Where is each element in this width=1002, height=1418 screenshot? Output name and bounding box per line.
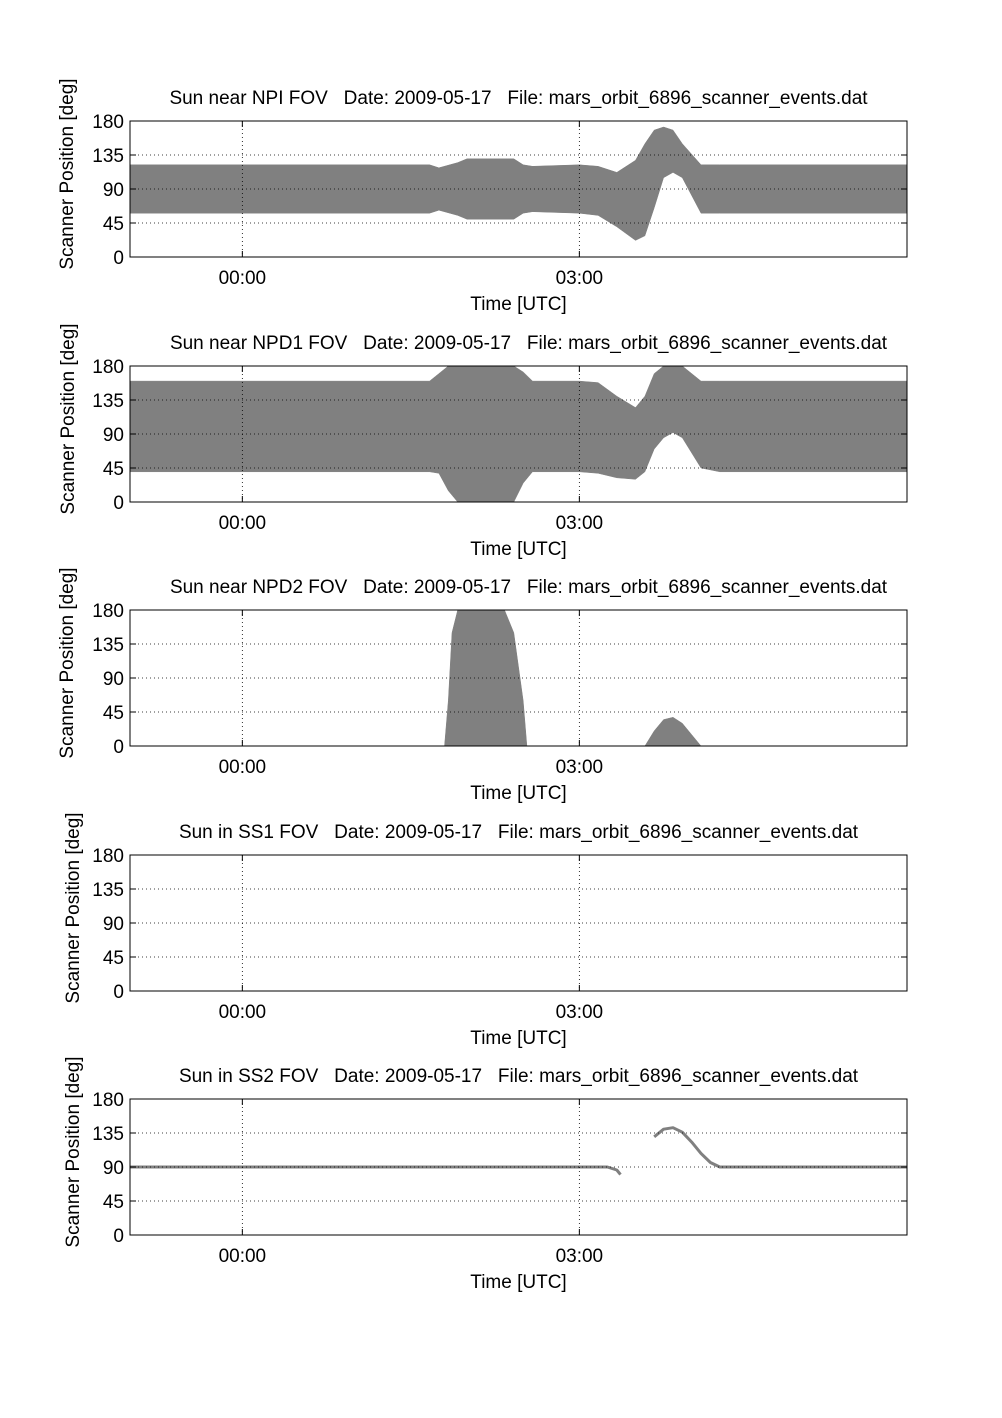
series-line [130,1165,622,1176]
x-tick-label: 00:00 [219,1002,267,1023]
y-tick-label: 45 [103,703,124,724]
chart-title: Sun near NPD2 FOV Date: 2009-05-17 File:… [170,577,888,598]
y-tick-label: 135 [92,635,124,656]
x-tick-label: 03:00 [556,513,604,534]
chart-title: Sun in SS1 FOV Date: 2009-05-17 File: ma… [179,822,859,843]
x-tick-label: 00:00 [219,1246,267,1267]
chart-panel: 0 45 90 135 180 00:00 03:00 Time [UTC] Scanner P… [57,567,908,804]
chart-panel: 0 45 90 135 180 00:00 03:00 Time [UTC] Scanner P… [63,1056,908,1293]
x-axis-label: Time [UTC] [470,539,566,560]
series-line [653,1126,907,1169]
y-axis-label: Scanner Position [deg] [63,1056,84,1247]
y-tick-label: 90 [103,425,124,446]
x-axis-label: Time [UTC] [470,1028,566,1049]
y-tick-label: 45 [103,1192,124,1213]
chart-title: Sun near NPI FOV Date: 2009-05-17 File: … [169,88,868,109]
y-tick-label: 0 [113,248,124,269]
y-axis-label: Scanner Position [deg] [63,812,84,1003]
x-tick-label: 03:00 [556,757,604,778]
y-tick-label: 45 [103,948,124,969]
y-tick-label: 135 [92,391,124,412]
y-tick-label: 45 [103,214,124,235]
x-axis-label: Time [UTC] [470,1272,566,1293]
chart-panel: 0 45 90 135 180 00:00 03:00 Time [UTC] Scanner P… [57,78,908,315]
y-tick-label: 135 [92,1124,124,1145]
y-tick-label: 0 [113,493,124,514]
chart-title: Sun near NPD1 FOV Date: 2009-05-17 File:… [170,333,888,354]
x-tick-label: 00:00 [219,268,267,289]
y-tick-label: 180 [92,112,124,133]
y-tick-label: 180 [92,601,124,622]
y-tick-label: 180 [92,1090,124,1111]
x-tick-label: 00:00 [219,757,267,778]
y-tick-label: 90 [103,180,124,201]
y-tick-label: 0 [113,737,124,758]
y-tick-label: 45 [103,459,124,480]
y-tick-label: 135 [92,146,124,167]
x-tick-label: 03:00 [556,1002,604,1023]
x-axis-label: Time [UTC] [470,294,566,315]
chart-panel: 0 45 90 135 180 00:00 03:00 Time [UTC] Scanner P… [63,812,908,1049]
x-tick-label: 03:00 [556,268,604,289]
y-axis-label: Scanner Position [deg] [57,78,78,269]
x-tick-label: 03:00 [556,1246,604,1267]
y-axis-label: Scanner Position [deg] [57,567,78,758]
y-tick-label: 135 [92,880,124,901]
chart-title: Sun in SS2 FOV Date: 2009-05-17 File: ma… [179,1066,859,1087]
x-tick-label: 00:00 [219,513,267,534]
y-axis-label: Scanner Position [deg] [58,323,79,514]
x-axis-label: Time [UTC] [470,783,566,804]
y-tick-label: 90 [103,1158,124,1179]
y-tick-label: 90 [103,914,124,935]
chart-panel: 0 45 90 135 180 00:00 03:00 Time [UTC] Scanner P… [58,323,908,560]
y-tick-label: 180 [92,357,124,378]
y-tick-label: 180 [92,846,124,867]
y-tick-label: 90 [103,669,124,690]
y-tick-label: 0 [113,982,124,1003]
y-tick-label: 0 [113,1226,124,1247]
